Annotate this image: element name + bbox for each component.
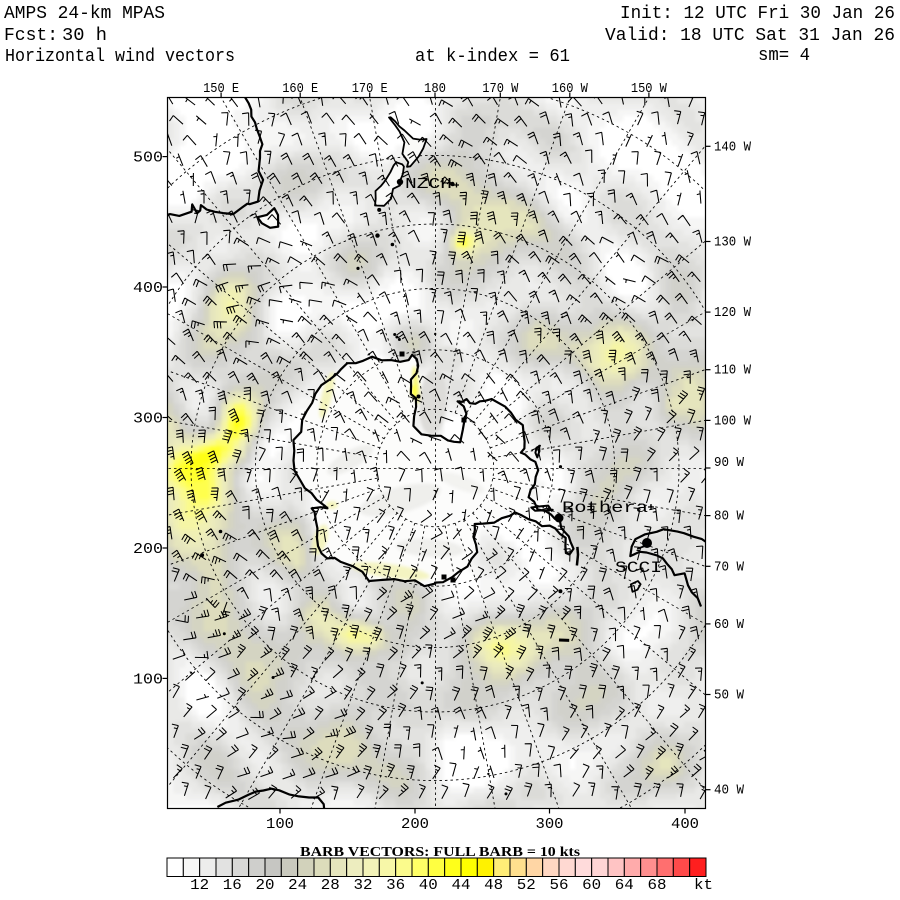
svg-text:100: 100	[266, 816, 294, 833]
svg-text:at k-index = 61: at k-index = 61	[415, 47, 570, 67]
svg-text:52: 52	[517, 877, 536, 894]
svg-text:28: 28	[321, 877, 340, 894]
svg-text:16: 16	[223, 877, 242, 894]
svg-text:110 W: 110 W	[714, 363, 752, 379]
svg-text:200: 200	[401, 816, 429, 833]
svg-text:80 W: 80 W	[714, 509, 745, 525]
svg-text:180: 180	[424, 81, 446, 97]
svg-text:200: 200	[133, 541, 163, 558]
svg-text:32: 32	[354, 877, 373, 894]
svg-text:36: 36	[386, 877, 405, 894]
svg-text:300: 300	[536, 816, 564, 833]
svg-text:70 W: 70 W	[714, 559, 745, 575]
svg-text:500: 500	[133, 150, 163, 167]
svg-text:300: 300	[133, 411, 163, 428]
svg-text:NZCH: NZCH	[405, 176, 452, 193]
svg-text:60 W: 60 W	[714, 617, 745, 633]
svg-text:AMPS 24-km MPAS: AMPS 24-km MPAS	[4, 4, 165, 24]
svg-text:100: 100	[133, 671, 163, 688]
svg-text:Fcst:: Fcst:	[4, 26, 58, 46]
svg-text:48: 48	[484, 877, 503, 894]
svg-text:90 W: 90 W	[714, 455, 745, 471]
svg-text:40 W: 40 W	[714, 783, 745, 799]
svg-text:170 E: 170 E	[352, 81, 388, 97]
svg-text:60: 60	[582, 877, 601, 894]
svg-text:sm= 4: sm= 4	[758, 46, 810, 66]
svg-text:Horizontal wind vectors: Horizontal wind vectors	[5, 47, 235, 67]
svg-text:400: 400	[671, 816, 699, 833]
svg-text:12: 12	[190, 877, 209, 894]
svg-text:20: 20	[256, 877, 275, 894]
svg-text:44: 44	[452, 877, 471, 894]
svg-text:BARB VECTORS: FULL BARB = 10: BARB VECTORS: FULL BARB = 10 kts	[300, 845, 581, 860]
svg-text:150 E: 150 E	[203, 81, 239, 97]
svg-text:150 W: 150 W	[631, 81, 668, 97]
svg-text:24: 24	[288, 877, 307, 894]
svg-text:170 W: 170 W	[482, 81, 519, 97]
svg-text:Rothera: Rothera	[562, 499, 648, 517]
svg-text:160 W: 160 W	[552, 81, 589, 97]
svg-text:56: 56	[550, 877, 569, 894]
svg-text:130 W: 130 W	[714, 235, 752, 251]
svg-text:400: 400	[133, 280, 163, 297]
svg-text:120 W: 120 W	[714, 305, 752, 321]
svg-text:30 h: 30 h	[62, 26, 107, 46]
svg-text:160 E: 160 E	[282, 81, 318, 97]
svg-text:Valid: 18 UTC Sat 31 Jan 26: Valid: 18 UTC Sat 31 Jan 26	[605, 26, 895, 46]
svg-text:Init: 12 UTC Fri 30 Jan 26: Init: 12 UTC Fri 30 Jan 26	[620, 4, 895, 24]
svg-text:50 W: 50 W	[714, 688, 745, 704]
svg-text:kt: kt	[694, 877, 713, 894]
svg-text:140 W: 140 W	[714, 139, 752, 155]
svg-text:40: 40	[419, 877, 438, 894]
svg-text:100 W: 100 W	[714, 413, 752, 429]
svg-text:SCCI: SCCI	[615, 559, 662, 577]
svg-text:68: 68	[648, 877, 667, 894]
svg-text:64: 64	[615, 877, 634, 894]
